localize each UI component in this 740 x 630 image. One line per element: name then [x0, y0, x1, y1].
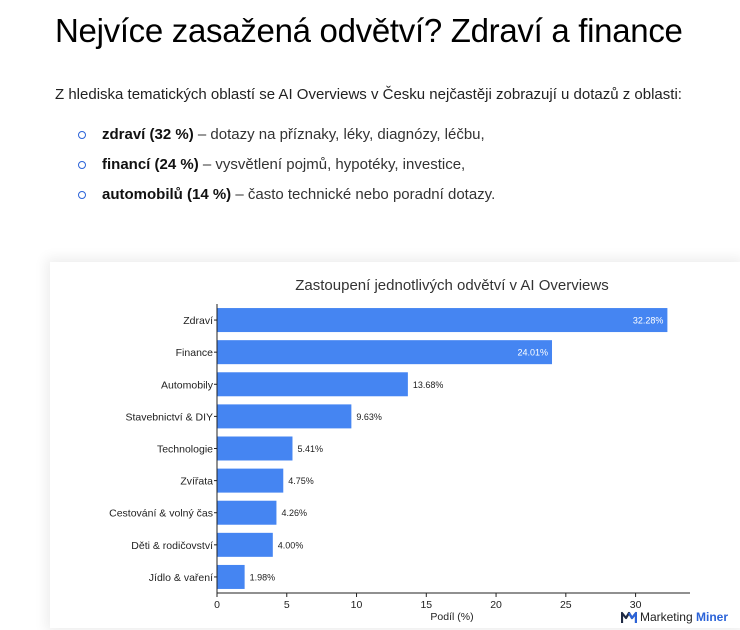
data-label: 32.28% [633, 316, 664, 326]
bullet-circle-icon [78, 161, 86, 169]
list-item-bold: zdraví (32 %) [102, 126, 194, 143]
category-label: Automobily [161, 379, 214, 391]
x-tick-label: 10 [351, 599, 363, 611]
marketing-miner-logo-icon [620, 611, 637, 624]
axis-layer: 0 5 10 15 20 25 30 [214, 304, 690, 611]
x-axis-label: Podíl (%) [430, 611, 473, 623]
bar-chart: Zastoupení jednotlivých odvětví v AI Ove… [109, 277, 690, 623]
intro-text: Z hlediska tematických oblastí se AI Ove… [55, 86, 682, 103]
data-label: 5.41% [297, 444, 323, 454]
category-label: Cestování & volný čas [109, 508, 213, 520]
brand-name-first: Marketing [639, 610, 693, 624]
bar [217, 340, 553, 365]
x-tick-label: 15 [420, 599, 432, 611]
bar [217, 532, 273, 557]
data-label: 1.98% [250, 572, 276, 582]
list-item-text: – často technické nebo poradní dotazy. [231, 186, 496, 203]
data-label: 9.63% [356, 412, 382, 422]
data-label: 13.68% [413, 380, 444, 390]
bar [217, 372, 408, 397]
bar [217, 404, 352, 429]
category-label: Finance [176, 347, 214, 359]
x-tick-label: 20 [490, 599, 502, 611]
bars-layer: Zdraví 32.28% Finance 24.01% Automobily 13.68… [109, 308, 668, 589]
bar [217, 468, 284, 493]
data-label: 4.00% [278, 540, 304, 550]
category-label: Zvířata [180, 476, 213, 488]
page-title: Nejvíce zasažená odvětví? Zdraví a finan… [55, 12, 683, 49]
chart-card: Zastoupení jednotlivých odvětví v AI Ove… [50, 262, 740, 628]
x-tick-label: 30 [630, 599, 642, 611]
list-item: zdraví (32 %) – dotazy na příznaky, léky… [75, 124, 495, 154]
category-label: Děti & rodičovství [131, 540, 213, 552]
bar [217, 308, 668, 333]
chart-title: Zastoupení jednotlivých odvětví v AI Ove… [295, 277, 608, 294]
bullet-circle-icon [78, 191, 86, 199]
category-label: Technologie [157, 444, 213, 456]
list-item-text: – dotazy na příznaky, léky, diagnózy, lé… [193, 126, 485, 143]
data-label: 24.01% [517, 348, 548, 358]
list-item-bold: financí (24 %) [102, 156, 199, 173]
bar [217, 436, 293, 461]
x-tick-label: 5 [284, 599, 290, 611]
list-item: automobilů (14 %) – často technické nebo… [75, 184, 495, 214]
data-label: 4.75% [288, 476, 314, 486]
bullet-circle-icon [78, 131, 86, 139]
data-label: 4.26% [281, 508, 307, 518]
brand-name-second: Miner [695, 610, 728, 624]
list-item-bold: automobilů (14 %) [102, 186, 232, 203]
list-item-text: – vysvětlení pojmů, hypotéky, investice, [198, 156, 466, 173]
x-tick-label: 25 [560, 599, 572, 611]
x-tick-label: 0 [214, 599, 220, 611]
category-label: Zdraví [183, 315, 213, 327]
category-label: Jídlo & vaření [149, 572, 213, 584]
category-label: Stavebnictví & DIY [125, 411, 213, 423]
bar [217, 500, 277, 525]
brand-logo: Marketing Miner [620, 610, 728, 624]
bullet-list: zdraví (32 %) – dotazy na příznaky, léky… [75, 124, 495, 214]
list-item: financí (24 %) – vysvětlení pojmů, hypot… [75, 154, 495, 184]
bar [217, 564, 245, 589]
